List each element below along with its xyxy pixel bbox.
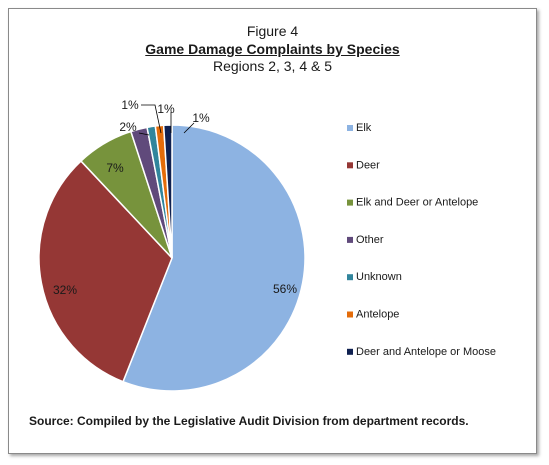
data-label-unknown: 1% — [121, 98, 139, 112]
title-block: Figure 4 Game Damage Complaints by Speci… — [9, 23, 536, 75]
legend-label-elk-and-deer-or-antelope: Elk and Deer or Antelope — [356, 197, 478, 209]
legend-label-deer: Deer — [356, 159, 380, 171]
legend-swatch-other — [347, 236, 353, 243]
pie-slice-deer-and-antelope-or-moose — [162, 124, 173, 259]
legend-swatch-deer-and-antelope-or-moose — [347, 348, 353, 355]
pie-chart: 56% 32% 7% 2% 1% 1% 1% Elk Deer Elk and Deer or … — [38, 98, 496, 392]
legend-label-other: Other — [356, 234, 384, 246]
chart-subtitle: Regions 2, 3, 4 & 5 — [212, 58, 333, 74]
leader-line-deer-and-antelope-or-moose — [183, 122, 195, 134]
data-label-deer-and-antelope-or-moose: 1% — [192, 111, 210, 125]
figure-frame: Figure 4 Game Damage Complaints by Speci… — [8, 8, 537, 454]
legend-swatch-antelope — [347, 311, 353, 318]
legend-label-antelope: Antelope — [356, 309, 399, 321]
data-label-other: 2% — [119, 120, 137, 134]
figure-label: Figure 4 — [246, 23, 299, 39]
data-label-elk: 56% — [273, 282, 297, 296]
leader-line-other — [138, 132, 150, 136]
legend-label-deer-and-antelope-or-moose: Deer and Antelope or Moose — [356, 346, 496, 358]
pie-slice-deer — [38, 159, 173, 383]
leader-line-unknown — [141, 104, 162, 134]
data-label-elk-and-deer-or-antelope: 7% — [106, 161, 124, 175]
legend-swatch-elk-and-deer-or-antelope — [347, 199, 353, 206]
legend-swatch-unknown — [347, 274, 353, 281]
legend-label-elk: Elk — [356, 122, 372, 134]
chart-title: Game Damage Complaints by Species — [145, 41, 400, 57]
data-label-antelope: 1% — [157, 102, 175, 116]
legend-swatch-elk — [347, 125, 353, 131]
legend-label-unknown: Unknown — [356, 271, 402, 283]
pie-slice-elk — [122, 124, 306, 392]
data-label-deer: 32% — [53, 283, 77, 297]
legend-swatch-deer — [347, 162, 353, 169]
source-note: Source: Compiled by the Legislative Audi… — [29, 414, 469, 428]
